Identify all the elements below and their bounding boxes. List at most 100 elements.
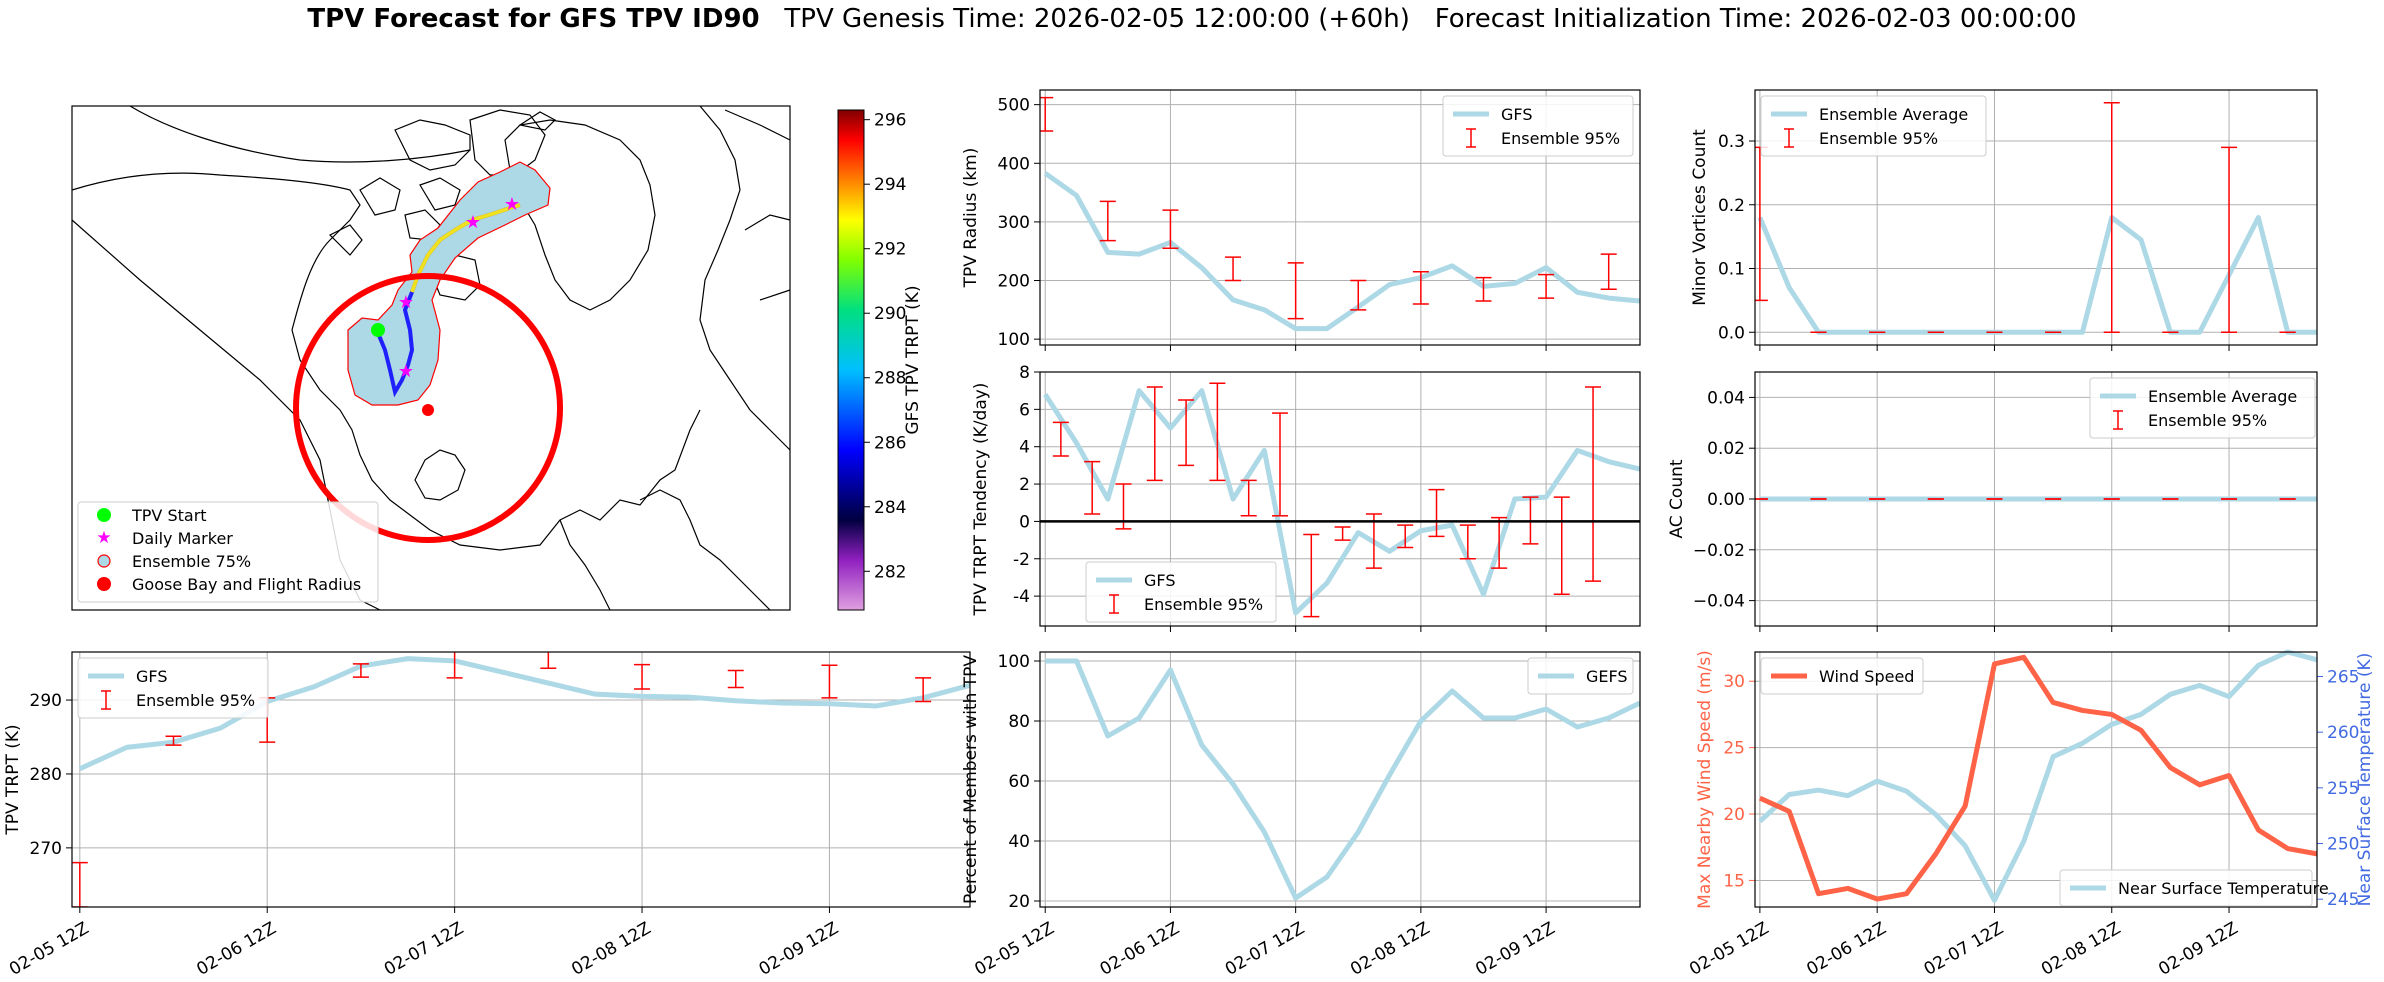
wind_temp-xtick-label: 02-09 12Z <box>2155 918 2241 979</box>
figure-title-bold: TPV Forecast for GFS TPV ID90 <box>307 4 760 34</box>
map-legend-box <box>77 501 379 603</box>
trpt-xtick-label: 02-05 12Z <box>6 918 92 979</box>
colorbar: GFS TPV TRPT (K) <box>837 109 923 611</box>
wind_temp-frame <box>1754 651 2318 908</box>
colorbar-tick-label: 290 <box>874 304 906 324</box>
wind_temp-y2tick-label: 255 <box>2327 779 2359 799</box>
trpt-ytick-label: 290 <box>30 691 62 711</box>
radius-panel: 100 200 300 400 500 TPV Radius (km) GFS Ensembl… <box>961 89 1641 351</box>
wind_temp-wind-line <box>1758 654 2318 902</box>
minor_vortices-legend-label: Ensemble Average <box>1819 105 1968 124</box>
percent_members-ytick-label: 20 <box>1008 892 1030 912</box>
legend-swatch-goose-bay <box>97 577 111 591</box>
wind_temp-y2tick-label: 250 <box>2327 835 2359 855</box>
trpt-ylabel: TPV TRPT (K) <box>3 724 23 835</box>
legend-label-goose-bay: Goose Bay and Flight Radius <box>132 575 361 594</box>
trpt_tendency-ytick-label: 6 <box>1019 400 1030 420</box>
legend-swatch-ensemble-75 <box>97 554 111 568</box>
figure-title: TPV Forecast for GFS TPV ID90 TPV Genesi… <box>0 4 2384 34</box>
trpt-legend-box <box>77 657 269 719</box>
wind_temp-y2tick-label: 260 <box>2327 723 2359 743</box>
radius-ytick-label: 300 <box>998 213 1030 233</box>
wind_temp-y2tick-label: 245 <box>2327 890 2359 910</box>
legend-label-ensemble-75: Ensemble 75% <box>132 552 251 571</box>
map-panel: ★ ★ ★ ★ TPV Start ★ Daily Marker Ensembl… <box>71 105 791 611</box>
radius-ytick-label: 100 <box>998 330 1030 350</box>
percent_members-frame <box>1039 651 1641 908</box>
trpt_tendency-ytick-label: -4 <box>1013 587 1030 607</box>
wind_temp-wind-legend-box <box>1760 657 1924 695</box>
daily-marker: ★ <box>398 361 414 382</box>
colorbar-tick-label: 292 <box>874 240 906 260</box>
trpt_tendency-ytick-label: 2 <box>1019 475 1030 495</box>
minor_vortices-legend-label: Ensemble 95% <box>1819 129 1938 148</box>
legend-swatch-tpv-start <box>97 508 111 522</box>
daily-marker: ★ <box>398 292 414 313</box>
radius-legend-box <box>1442 95 1634 157</box>
wind_temp-y2tick-label: 265 <box>2327 667 2359 687</box>
percent_members-panel: 20 40 60 80 100 Percent of Members with TPV GE… <box>961 651 1641 980</box>
ac_count-ytick-label: 0.00 <box>1707 490 1745 510</box>
ac_count-ytick-label: −0.02 <box>1693 541 1745 561</box>
percent_members-legend-box <box>1527 657 1634 695</box>
flight-radius-circle <box>293 273 563 543</box>
radius-frame <box>1039 89 1641 346</box>
legend-swatch-daily-marker: ★ <box>96 528 111 548</box>
percent_members-ytick-label: 40 <box>1008 832 1030 852</box>
trpt_tendency-ylabel: TPV TRPT Tendency (K/day) <box>971 383 991 617</box>
trpt-xtick-label: 02-07 12Z <box>381 918 467 979</box>
wind_temp-y2label: Near Surface Temperature (K) <box>2355 653 2375 907</box>
minor_vortices-ytick-label: 0.3 <box>1718 132 1745 152</box>
percent_members-line-series <box>1045 658 1640 901</box>
wind_temp-panel: 02-05 12Z 02-06 12Z 02-07 12Z 02-08 12Z 02-0… <box>1686 649 2375 980</box>
figure-title-rest: TPV Genesis Time: 2026-02-05 12:00:00 (+… <box>784 4 2077 34</box>
trpt_tendency-line-series <box>1043 388 1640 616</box>
wind_temp-temp-legend-label: Near Surface Temperature <box>2118 879 2329 898</box>
minor_vortices-legend-box <box>1760 95 1987 157</box>
radius-ytick-label: 200 <box>998 272 1030 292</box>
wind_temp-ytick-label: 15 <box>1723 871 1745 891</box>
ac_count-legend-label: Ensemble 95% <box>2148 411 2267 430</box>
legend-label-daily-marker: Daily Marker <box>132 529 233 548</box>
ac_count-ylabel: AC Count <box>1667 459 1687 538</box>
colorbar-tick-label: 296 <box>874 111 906 131</box>
radius-ytick-label: 400 <box>998 154 1030 174</box>
trpt-legend-label: Ensemble 95% <box>136 691 255 710</box>
trpt-xtick-label: 02-08 12Z <box>568 918 654 979</box>
radius-legend-label: GFS <box>1501 105 1532 124</box>
colorbar-tick-label: 294 <box>874 175 906 195</box>
minor_vortices-ytick-label: 0.1 <box>1718 260 1745 280</box>
percent_members-xtick-label: 02-06 12Z <box>1097 918 1183 979</box>
wind_temp-wind-legend-label: Wind Speed <box>1819 667 1914 686</box>
trpt_tendency-ytick-label: 0 <box>1019 512 1030 532</box>
minor_vortices-line-series <box>1757 215 2317 335</box>
trpt-xtick-label: 02-09 12Z <box>756 918 842 979</box>
percent_members-ytick-label: 60 <box>1008 772 1030 792</box>
map-legend: TPV Start ★ Daily Marker Ensemble 75% Go… <box>77 501 379 603</box>
ac_count-legend-label: Ensemble Average <box>2148 387 2297 406</box>
colorbar-tick-label: 288 <box>874 369 906 389</box>
colorbar-tick-label: 282 <box>874 562 906 582</box>
ensemble-75-region <box>347 161 551 406</box>
wind_temp-temp-legend-box <box>2059 869 2313 907</box>
daily-marker: ★ <box>465 212 481 233</box>
colorbar-tick-label: 284 <box>874 498 906 518</box>
wind_temp-temperature-line <box>1758 649 2318 903</box>
percent_members-series-group <box>1045 658 1640 901</box>
trpt-panel: 270 280 290 TPV TRPT (K) GFS Ensemble 95% 02-0… <box>3 651 971 980</box>
wind_temp-ytick-label: 30 <box>1723 672 1745 692</box>
percent_members-xtick-label: 02-08 12Z <box>1347 918 1433 979</box>
ac_count-legend-box <box>2089 377 2316 439</box>
trpt_tendency-ytick-label: -2 <box>1013 550 1030 570</box>
percent_members-ytick-label: 80 <box>1008 712 1030 732</box>
percent_members-xtick-label: 02-05 12Z <box>971 918 1057 979</box>
radius-series-group <box>1040 96 1640 332</box>
legend-label-tpv-start: TPV Start <box>131 506 207 525</box>
wind_temp-ytick-label: 25 <box>1723 739 1745 759</box>
radius-ytick-label: 500 <box>998 96 1030 116</box>
minor_vortices-frame <box>1754 89 2318 346</box>
tpv-start-marker <box>371 323 385 337</box>
percent_members-xtick-label: 02-07 12Z <box>1222 918 1308 979</box>
trpt-series-group <box>72 652 970 907</box>
